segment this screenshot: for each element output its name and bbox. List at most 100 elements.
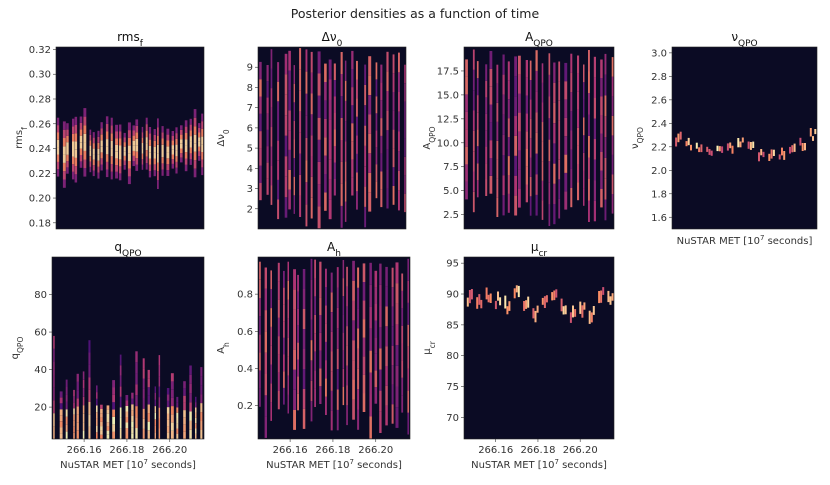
density-mark (407, 258, 409, 281)
density-mark (695, 142, 698, 149)
density-mark (161, 144, 164, 151)
density-mark (88, 352, 91, 365)
axes-frame (257, 256, 411, 440)
density-mark (56, 132, 60, 140)
density-mark (284, 94, 288, 116)
density-mark (687, 137, 690, 146)
density-mark (142, 368, 145, 379)
density-mark (314, 278, 316, 297)
density-mark (739, 141, 742, 148)
density-mark (564, 62, 568, 82)
density-mark (166, 419, 170, 427)
density-mark (112, 416, 115, 425)
density-mark (266, 129, 269, 147)
density-mark (386, 169, 389, 189)
density-mark (166, 158, 170, 165)
density-mark (154, 393, 156, 400)
density-mark (287, 299, 289, 319)
density-mark (583, 188, 585, 206)
x-tick-label: 266.20 (152, 445, 187, 456)
density-mark (611, 154, 614, 175)
density-mark (166, 388, 170, 395)
density-mark (809, 128, 812, 137)
density-mark (374, 270, 378, 288)
density-mark (502, 175, 505, 196)
density-mark (299, 69, 302, 91)
density-mark (305, 204, 308, 227)
density-mark (465, 129, 468, 147)
density-mark (374, 387, 378, 404)
density-mark (535, 174, 538, 195)
density-mark (330, 272, 333, 293)
density-mark (362, 337, 366, 357)
panel-title: νQPO (731, 30, 757, 49)
density-mark (266, 113, 269, 130)
density-mark (485, 287, 488, 300)
density-mark (106, 430, 110, 435)
density-mark (264, 416, 267, 438)
y-axis-label: νQPO (630, 127, 645, 149)
density-mark (293, 269, 296, 290)
density-mark (362, 319, 366, 338)
density-mark (324, 155, 327, 174)
density-mark (76, 373, 79, 382)
y-tick-label: 0.28 (29, 95, 51, 106)
density-mark (357, 389, 360, 410)
density-mark (189, 402, 192, 412)
y-tick-label: 9 (247, 63, 253, 74)
density-mark (398, 190, 400, 211)
density-mark (685, 141, 688, 147)
density-mark (198, 132, 201, 138)
density-mark (342, 350, 345, 369)
density-mark (558, 179, 561, 199)
density-mark (88, 389, 91, 402)
density-mark (525, 300, 528, 309)
density-mark (592, 306, 595, 315)
density-mark (489, 68, 493, 87)
density-mark (105, 131, 109, 140)
density-mark (472, 110, 475, 131)
density-mark (288, 50, 291, 71)
density-mark (171, 140, 174, 146)
y-tick-label: 15.0 (437, 90, 459, 101)
density-mark (356, 191, 358, 210)
density-mark (195, 433, 197, 439)
density-mark (112, 424, 115, 432)
density-mark (53, 335, 55, 349)
density-mark (270, 88, 273, 108)
density-mark (259, 165, 262, 183)
density-mark (494, 300, 497, 310)
density-mark (145, 163, 148, 170)
density-mark (158, 428, 161, 439)
density-mark (333, 162, 336, 179)
density-mark (324, 100, 327, 119)
density-mark (201, 128, 204, 137)
density-mark (277, 281, 280, 300)
density-mark (110, 164, 113, 172)
density-mark (89, 161, 92, 167)
density-mark (76, 390, 79, 399)
density-mark (88, 401, 91, 415)
density-mark (583, 302, 586, 310)
density-mark (171, 131, 174, 136)
density-mark (82, 422, 85, 431)
density-mark (62, 179, 66, 188)
density-mark (76, 414, 79, 423)
density-mark (518, 55, 521, 75)
density-mark (466, 297, 469, 307)
heatmap-background (464, 257, 614, 439)
density-mark (266, 178, 269, 195)
density-mark (299, 153, 302, 175)
density-mark (346, 286, 348, 307)
heatmap-density (259, 258, 409, 439)
density-mark (201, 144, 204, 152)
density-mark (379, 284, 382, 306)
density-mark (310, 114, 313, 136)
density-mark (404, 120, 406, 139)
density-mark (588, 50, 590, 72)
density-mark (502, 134, 505, 155)
density-mark (325, 323, 327, 342)
density-mark (604, 137, 607, 158)
density-mark (127, 122, 131, 131)
density-mark (73, 420, 75, 427)
